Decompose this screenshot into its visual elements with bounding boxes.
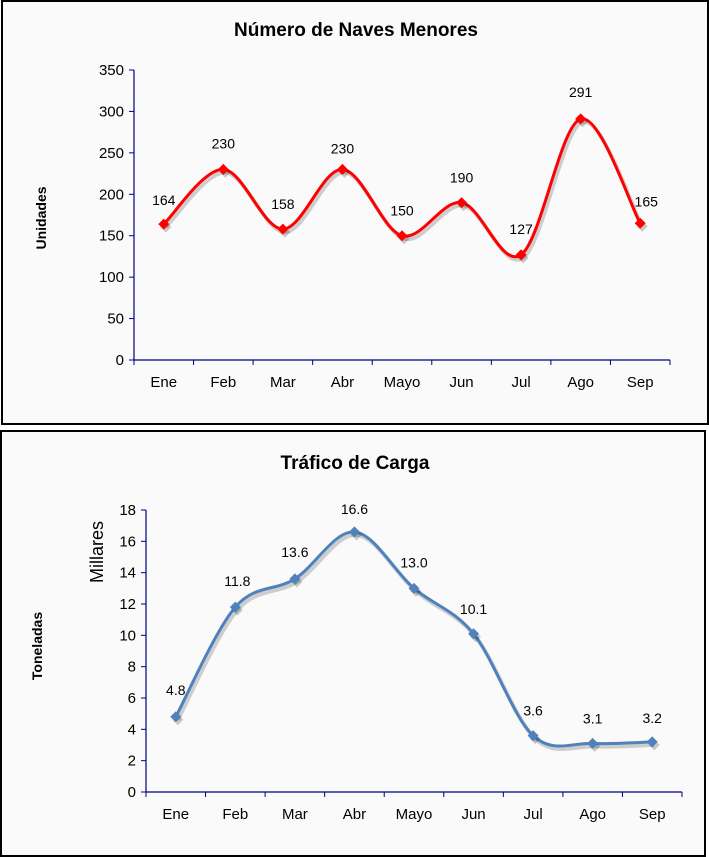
data-point <box>587 737 599 749</box>
data-label: 4.8 <box>166 682 186 698</box>
data-point <box>336 163 348 175</box>
y-tick-label: 200 <box>99 186 124 203</box>
data-label: 165 <box>635 193 659 209</box>
x-tick-label: Ene <box>150 374 177 391</box>
data-label: 127 <box>509 221 533 237</box>
data-point <box>158 218 170 230</box>
x-tick-label: Mar <box>270 374 296 391</box>
y-axis-units-label: Millares <box>87 521 107 583</box>
x-tick-label: Mayo <box>384 374 421 391</box>
data-point <box>468 628 480 640</box>
data-point <box>646 736 658 748</box>
data-label: 230 <box>212 135 236 151</box>
y-axis-label: Unidades <box>33 186 49 249</box>
y-tick-label: 2 <box>128 753 136 770</box>
x-tick-label: Abr <box>343 806 366 823</box>
x-tick-label: Sep <box>639 806 666 823</box>
data-label: 16.6 <box>341 501 368 517</box>
data-label: 3.2 <box>642 710 662 726</box>
y-tick-label: 14 <box>119 565 136 582</box>
data-point <box>170 711 182 723</box>
x-tick-label: Jun <box>461 806 485 823</box>
x-tick-label: Jul <box>512 374 531 391</box>
data-point <box>515 249 527 261</box>
y-tick-label: 8 <box>128 659 136 676</box>
data-point <box>217 163 229 175</box>
x-tick-label: Feb <box>222 806 248 823</box>
data-point <box>634 217 646 229</box>
data-label: 3.1 <box>583 710 603 726</box>
y-tick-label: 50 <box>107 311 124 328</box>
chart-trafico-carga: Tráfico de Carga Toneladas Millares 0 2 4 6… <box>0 430 706 857</box>
y-tick-label: 18 <box>119 502 136 519</box>
data-point <box>456 197 468 209</box>
y-tick-label: 12 <box>119 596 136 613</box>
data-label: 10.1 <box>460 601 487 617</box>
chart-trafico-carga-svg: Tráfico de Carga Toneladas Millares 0 2 4 6… <box>29 453 683 823</box>
x-tick-label: Sep <box>627 374 654 391</box>
x-tick-label: Ene <box>162 806 189 823</box>
data-point <box>277 223 289 235</box>
y-tick-label: 250 <box>99 145 124 162</box>
data-label: 150 <box>390 203 414 219</box>
plot-area: 0 2 4 6 8 10 12 14 16 18 Ene Feb Mar Abr Mayo Jun Jul Ago… <box>119 501 683 823</box>
chart-title: Número de Naves Menores <box>234 20 478 41</box>
data-label: 230 <box>331 140 355 156</box>
data-label: 11.8 <box>224 573 250 589</box>
y-tick-label: 6 <box>128 690 136 707</box>
chart-naves-menores-svg: Número de Naves Menores Unidades 0 50 100 1… <box>33 20 671 391</box>
data-label: 3.6 <box>523 703 543 719</box>
x-tick-label: Jun <box>449 374 473 391</box>
data-point <box>396 230 408 242</box>
data-label: 13.6 <box>281 544 308 560</box>
y-tick-label: 300 <box>99 103 124 120</box>
data-label: 158 <box>271 196 295 212</box>
x-tick-label: Ago <box>579 806 606 823</box>
y-tick-label: 0 <box>116 352 124 369</box>
y-tick-label: 350 <box>99 62 124 79</box>
x-tick-label: Feb <box>210 374 236 391</box>
y-tick-label: 0 <box>128 784 136 801</box>
y-tick-label: 10 <box>119 627 136 644</box>
x-tick-label: Ago <box>567 374 594 391</box>
data-point <box>289 573 301 585</box>
series-line <box>174 530 654 748</box>
data-label: 164 <box>152 192 176 208</box>
data-point <box>229 601 241 613</box>
data-label: 291 <box>569 84 593 100</box>
y-axis-label: Toneladas <box>29 612 45 680</box>
data-label: 190 <box>450 170 474 186</box>
chart-naves-menores: Número de Naves Menores Unidades 0 50 100 1… <box>1 0 709 425</box>
y-tick-label: 4 <box>128 721 136 738</box>
data-point <box>575 113 587 125</box>
data-point <box>527 730 539 742</box>
y-tick-label: 150 <box>99 228 124 245</box>
data-label: 13.0 <box>400 554 427 570</box>
x-tick-label: Abr <box>331 374 354 391</box>
x-tick-label: Mar <box>282 806 308 823</box>
y-tick-label: 16 <box>119 533 136 550</box>
chart-title: Tráfico de Carga <box>281 453 430 474</box>
x-tick-label: Mayo <box>396 806 433 823</box>
y-tick-label: 100 <box>99 269 124 286</box>
data-point <box>408 582 420 594</box>
plot-area: 0 50 100 150 200 250 300 350 Ene Feb Mar Abr Mayo Jun… <box>99 62 671 391</box>
x-tick-label: Jul <box>524 806 543 823</box>
data-point <box>348 526 360 538</box>
